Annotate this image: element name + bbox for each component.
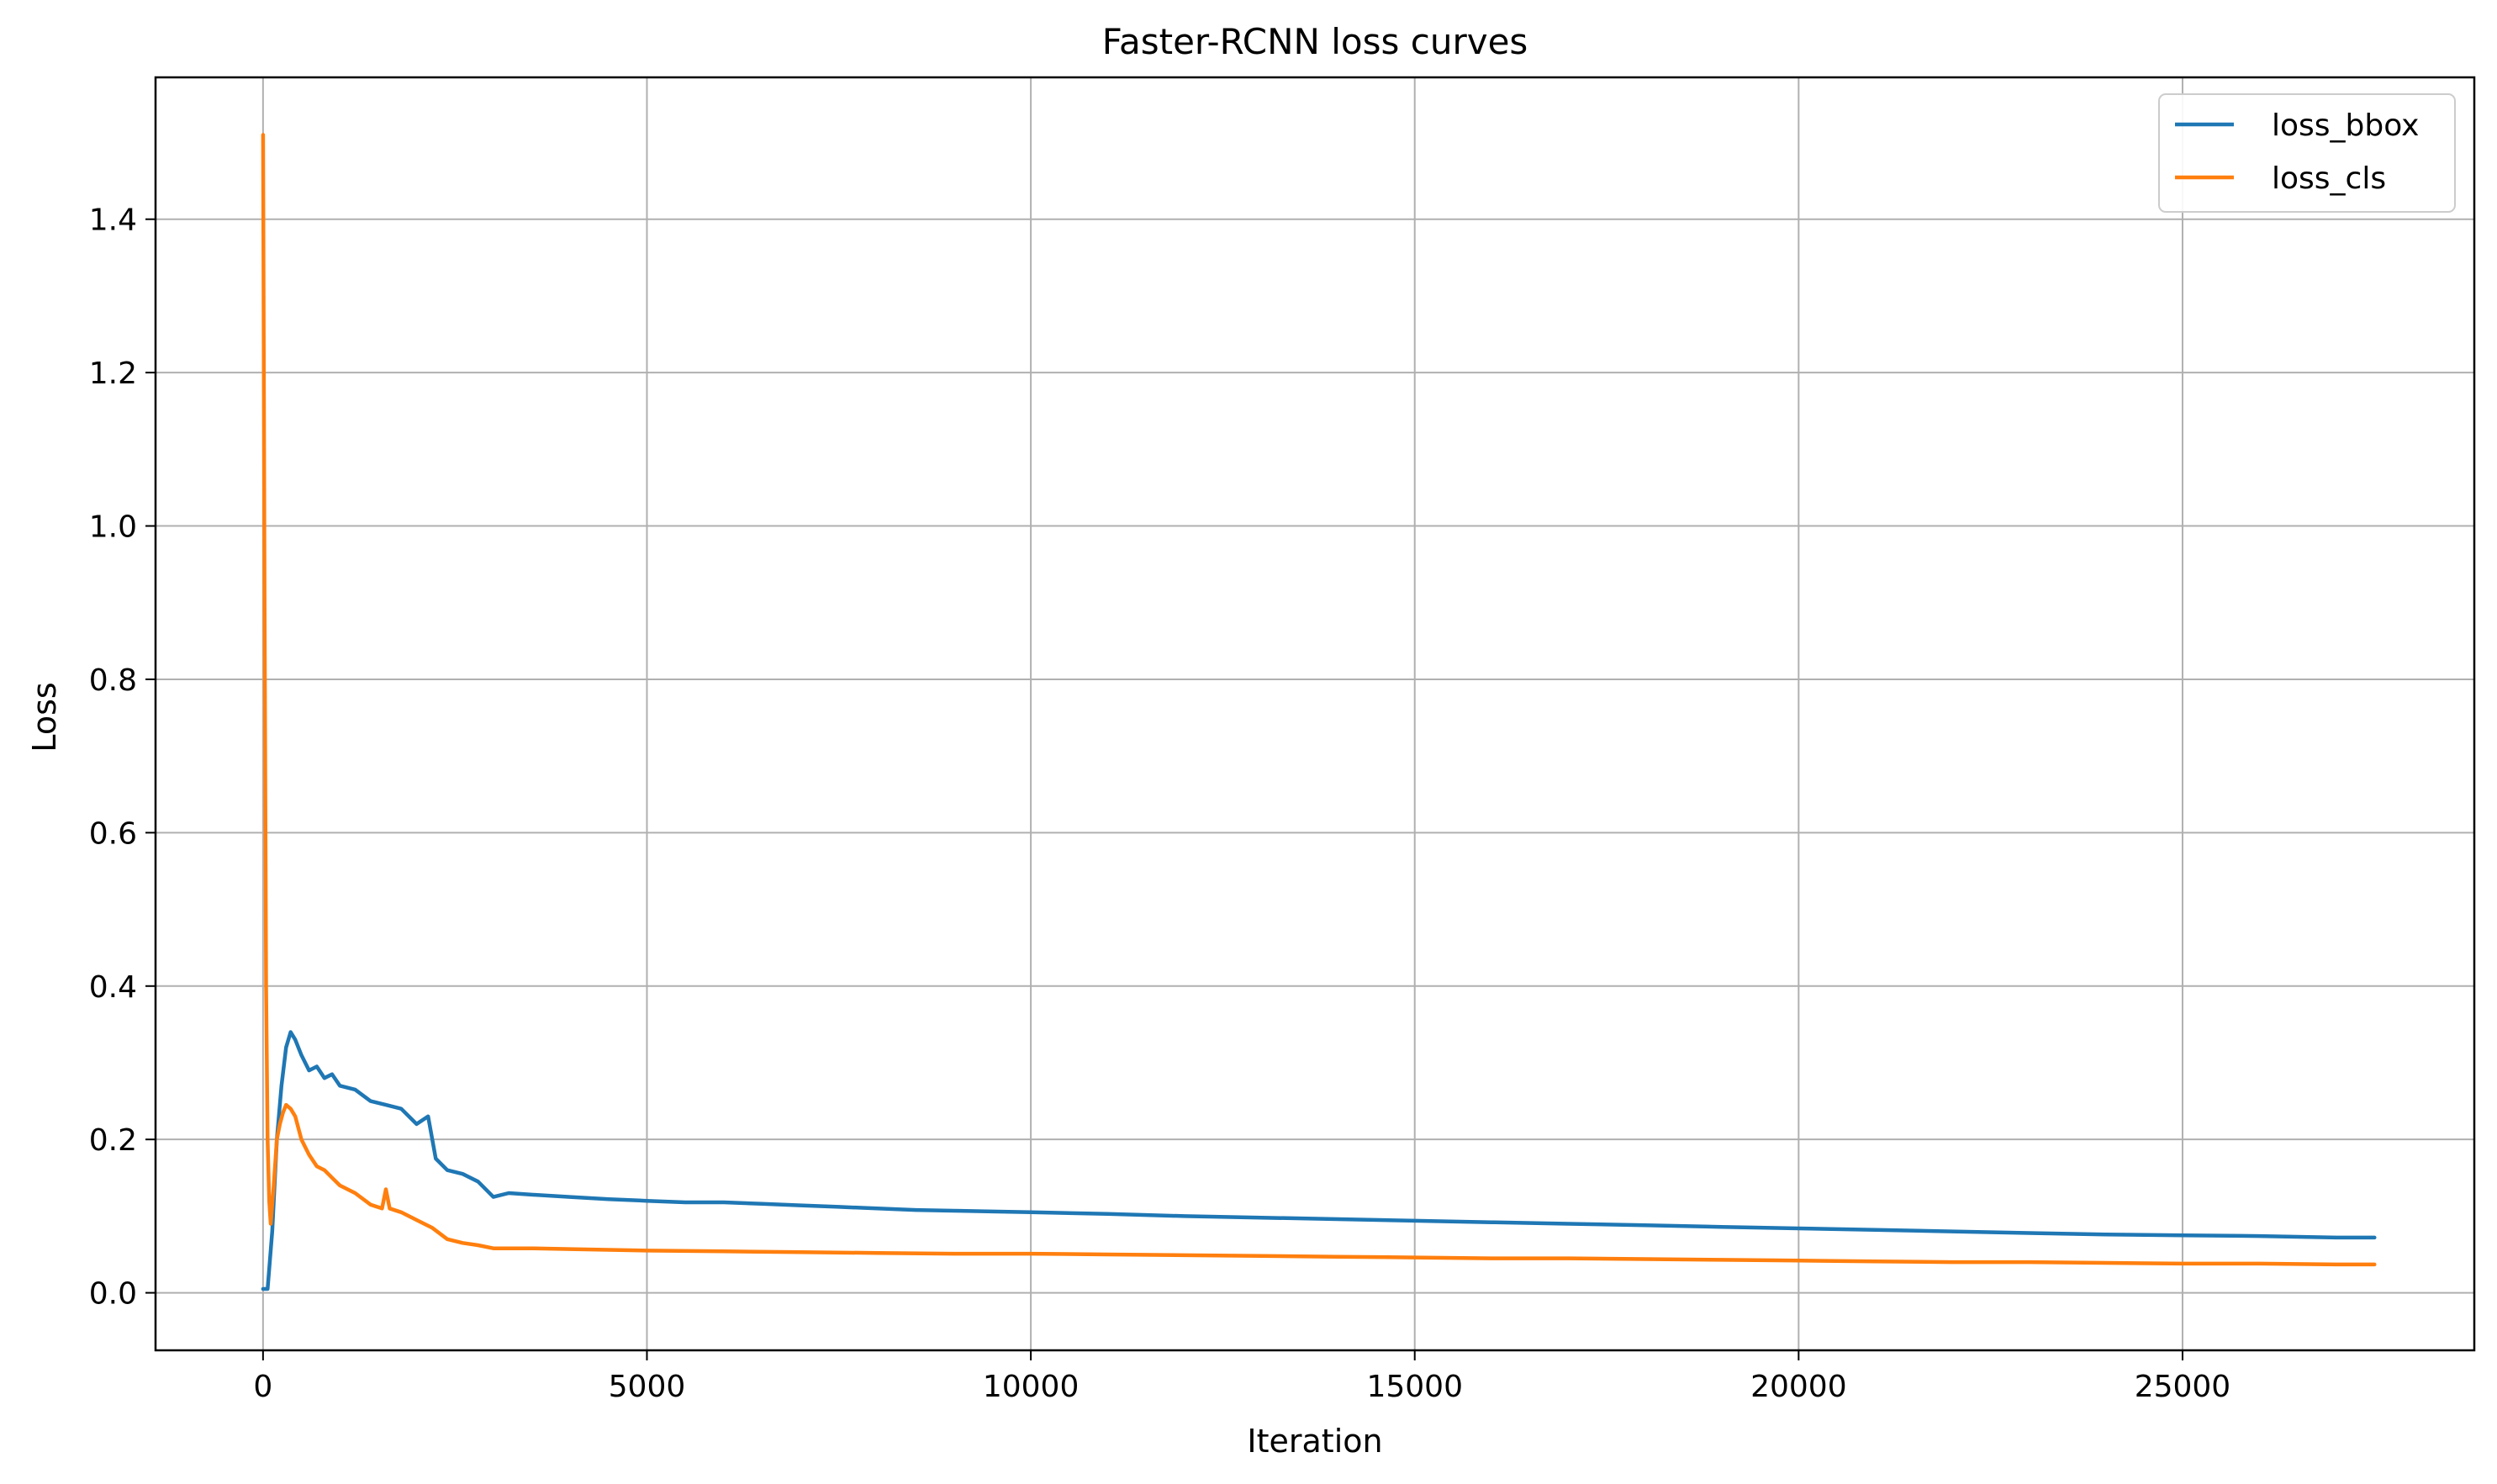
y-tick-label: 1.2 bbox=[89, 356, 137, 391]
x-axis-ticks: 0 5000 10000 15000 20000 25000 bbox=[253, 1350, 2230, 1404]
series-line-loss-bbox bbox=[261, 1030, 2377, 1291]
x-tick-label: 20000 bbox=[1750, 1370, 1847, 1404]
x-tick-label: 25000 bbox=[2135, 1370, 2231, 1404]
y-tick-label: 1.0 bbox=[89, 510, 137, 545]
series-lines bbox=[261, 133, 2377, 1291]
chart-title: Faster-RCNN loss curves bbox=[1102, 21, 1528, 62]
x-tick-label: 15000 bbox=[1366, 1370, 1463, 1404]
x-tick-label: 10000 bbox=[983, 1370, 1080, 1404]
legend-label-loss-cls: loss_cls bbox=[2272, 161, 2386, 196]
y-tick-label: 0.2 bbox=[89, 1123, 137, 1158]
legend-label-loss-bbox: loss_bbox bbox=[2272, 108, 2419, 143]
x-tick-label: 0 bbox=[253, 1370, 272, 1404]
series-line-loss-cls bbox=[261, 133, 2377, 1267]
y-tick-label: 0.6 bbox=[89, 816, 137, 851]
x-axis-label: Iteration bbox=[1247, 1423, 1382, 1460]
y-tick-label: 0.0 bbox=[89, 1277, 137, 1312]
y-tick-label: 0.8 bbox=[89, 663, 137, 698]
y-axis-label: Loss bbox=[26, 682, 63, 752]
x-tick-label: 5000 bbox=[609, 1370, 686, 1404]
grid bbox=[156, 77, 2474, 1350]
y-tick-label: 0.4 bbox=[89, 970, 137, 1005]
y-axis-ticks: 0.0 0.2 0.4 0.6 0.8 1.0 1.2 1.4 bbox=[89, 203, 156, 1312]
y-tick-label: 1.4 bbox=[89, 203, 137, 238]
legend: loss_bbox loss_cls bbox=[2158, 93, 2456, 213]
plot-frame bbox=[154, 76, 2476, 1352]
